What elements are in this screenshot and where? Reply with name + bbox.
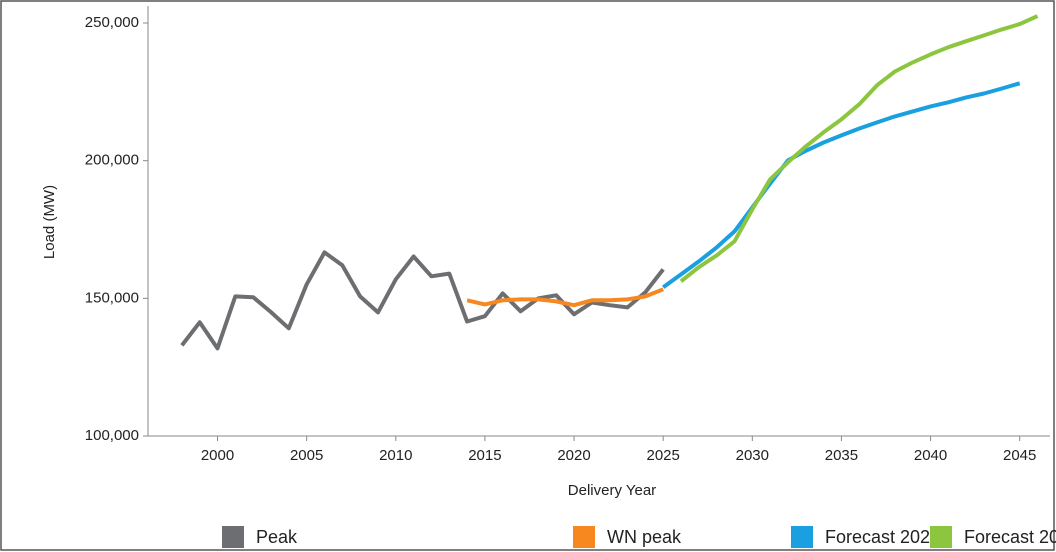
- x-tick-label: 2015: [468, 447, 501, 464]
- x-axis-label: Delivery Year: [568, 482, 656, 499]
- x-tick-label: 2045: [1003, 447, 1036, 464]
- x-tick-label: 2010: [379, 447, 412, 464]
- y-tick-label: 250,000: [85, 14, 139, 31]
- x-tick-label: 2030: [736, 447, 769, 464]
- series-line: [466, 287, 664, 308]
- series-line: [662, 81, 1021, 289]
- x-tick-label: 2040: [914, 447, 947, 464]
- x-tick-label: 2000: [201, 447, 234, 464]
- legend-label: Forecast 2026: [964, 527, 1056, 547]
- x-tick-label: 2005: [290, 447, 323, 464]
- legend-swatch: [222, 526, 244, 548]
- x-tick-label: 2025: [646, 447, 679, 464]
- series-line: [679, 14, 1039, 283]
- y-tick-label: 150,000: [85, 289, 139, 306]
- y-tick-label: 100,000: [85, 427, 139, 444]
- legend-label: Forecast 2025: [825, 527, 940, 547]
- series-line: [180, 250, 665, 351]
- legend-label: Peak: [256, 527, 298, 547]
- legend-swatch: [573, 526, 595, 548]
- y-axis-label: Load (MW): [41, 185, 58, 259]
- y-tick-label: 200,000: [85, 152, 139, 169]
- x-tick-label: 2035: [825, 447, 858, 464]
- legend-swatch: [930, 526, 952, 548]
- legend-label: WN peak: [607, 527, 682, 547]
- legend-swatch: [791, 526, 813, 548]
- x-tick-label: 2020: [557, 447, 590, 464]
